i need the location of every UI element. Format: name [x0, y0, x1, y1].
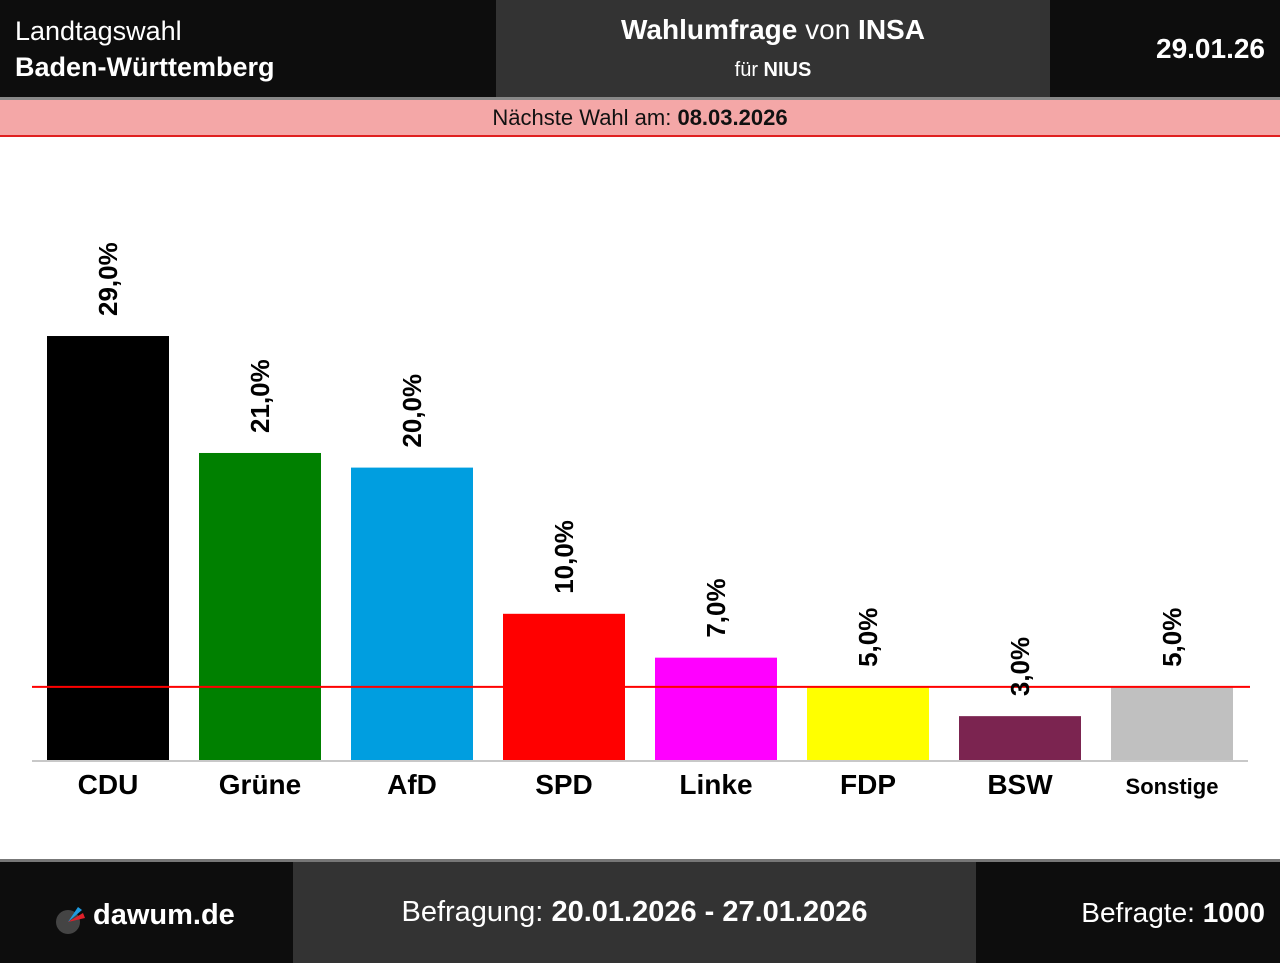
survey-period-label: Befragung:	[401, 896, 552, 928]
value-label: 29,0%	[93, 242, 123, 316]
bar-sonstige	[1111, 686, 1233, 760]
value-label: 3,0%	[1005, 637, 1035, 696]
header: Landtagswahl Baden-Württemberg Wahlumfra…	[0, 0, 1280, 100]
respondents: Befragte: 1000	[1081, 897, 1265, 929]
category-label: Linke	[679, 769, 752, 800]
bar-cdu	[47, 336, 169, 760]
bar-fdp	[807, 686, 929, 760]
respondents-label: Befragte:	[1081, 897, 1203, 928]
category-label: FDP	[840, 769, 896, 800]
category-label: Grüne	[219, 769, 301, 800]
next-election-banner: Nächste Wahl am: 08.03.2026	[0, 100, 1280, 137]
bar-chart: 29,0% 21,0% 20,0% 10,0% 7,0% 5,0% 3,0% 5,0% CDU…	[32, 242, 1250, 800]
bar-grüne	[199, 452, 321, 760]
category-label: CDU	[78, 769, 139, 800]
bar-linke	[655, 657, 777, 760]
survey-period: Befragung: 20.01.2026 - 27.01.2026	[293, 862, 976, 963]
institute-name: INSA	[858, 14, 925, 45]
value-label: 5,0%	[853, 608, 883, 667]
poll-client: für NIUS	[496, 59, 1050, 82]
footer-brand[interactable]: dawum.de	[0, 862, 293, 963]
value-label: 21,0%	[245, 359, 275, 433]
footer: dawum.de Befragung: 20.01.2026 - 27.01.2…	[0, 859, 1280, 963]
header-poll-info: Wahlumfrage von INSA für NIUS	[496, 0, 1050, 97]
next-election-date: 08.03.2026	[677, 105, 788, 130]
category-labels-group: CDU Grüne AfD SPD Linke FDP BSW Sonstige	[78, 769, 1219, 800]
bar-afd	[351, 467, 473, 760]
value-label: 7,0%	[701, 578, 731, 637]
pie-chart-logo-icon	[56, 907, 85, 934]
bars-group	[47, 336, 1233, 760]
bar-bsw	[959, 716, 1081, 760]
poll-title: Wahlumfrage von INSA	[496, 14, 1050, 46]
category-label: AfD	[387, 769, 437, 800]
poll-title-connector: von	[797, 14, 859, 45]
region-name: Baden-Württemberg	[15, 52, 275, 82]
value-label: 10,0%	[549, 520, 579, 594]
poll-title-word: Wahlumfrage	[621, 14, 798, 45]
category-label: BSW	[987, 769, 1053, 800]
value-label: 5,0%	[1157, 608, 1187, 667]
category-label: Sonstige	[1126, 774, 1219, 799]
client-prefix: für	[734, 59, 764, 81]
header-election-info: Landtagswahl Baden-Württemberg	[0, 0, 496, 97]
value-labels-group: 29,0% 21,0% 20,0% 10,0% 7,0% 5,0% 3,0% 5,0%	[93, 242, 1187, 696]
category-label: SPD	[535, 769, 593, 800]
election-type: Landtagswahl	[15, 16, 182, 46]
respondents-count: 1000	[1202, 897, 1265, 928]
next-election-label: Nächste Wahl am:	[492, 105, 678, 130]
value-label: 20,0%	[397, 374, 427, 448]
publication-date: 29.01.26	[1156, 33, 1265, 64]
client-name: NIUS	[763, 59, 812, 81]
survey-period-value: 20.01.2026 - 27.01.2026	[551, 896, 868, 928]
site-name[interactable]: dawum.de	[93, 899, 235, 931]
